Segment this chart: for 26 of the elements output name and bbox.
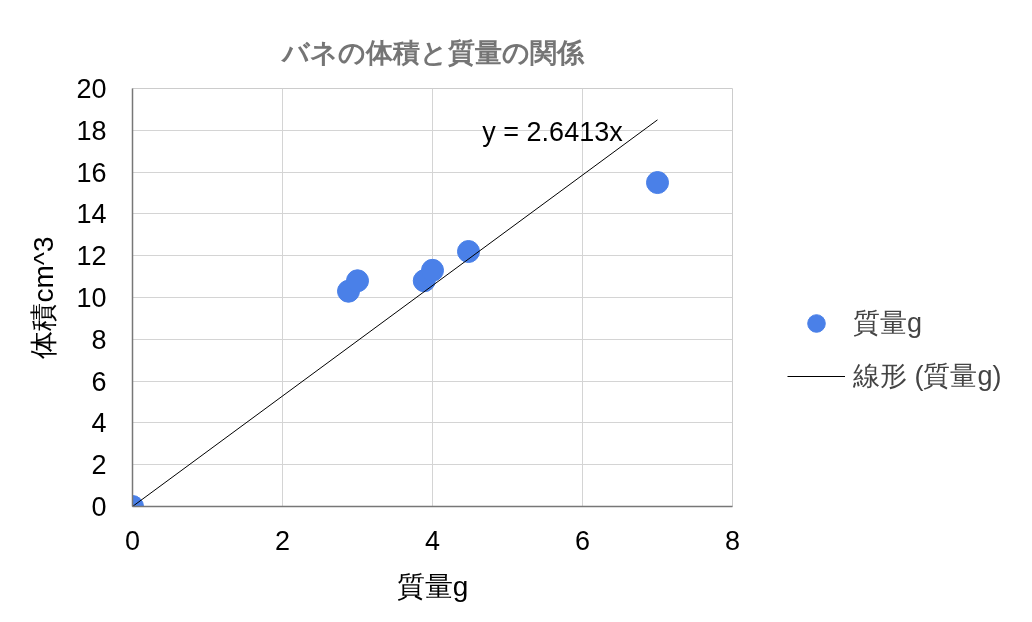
y-tick-label: 12	[76, 241, 107, 272]
x-tick-label: 8	[724, 525, 741, 556]
y-tick-label: 4	[91, 408, 107, 439]
y-tick-label: 14	[76, 199, 107, 230]
point	[421, 258, 444, 282]
y-tick-label: 6	[91, 366, 107, 397]
y-axis-title: 体積cm^3	[28, 236, 60, 359]
point	[457, 240, 480, 263]
x-tick-label: 2	[274, 525, 291, 556]
x-tick-label: 0	[124, 525, 141, 556]
chart-title: バネの体積と質量の関係	[279, 37, 585, 68]
y-tick-label: 0	[91, 492, 107, 522]
y-tick-label: 20	[76, 74, 107, 104]
x-axis-title: 質量g	[396, 570, 469, 602]
point	[346, 269, 369, 293]
legend-label: 線形 (質量g)	[853, 360, 1002, 393]
y-tick-label: 8	[91, 324, 107, 355]
x-tick-label: 4	[424, 525, 441, 556]
legend-label: 質量g	[853, 307, 923, 340]
x-tick-label: 6	[574, 525, 591, 556]
y-tick-label: 2	[91, 450, 107, 481]
annotation: y = 2.6413x	[482, 116, 624, 147]
point	[646, 171, 669, 195]
y-tick-label: 16	[76, 157, 107, 188]
y-tick-label: 10	[76, 283, 107, 313]
y-tick-label: 18	[76, 115, 107, 146]
